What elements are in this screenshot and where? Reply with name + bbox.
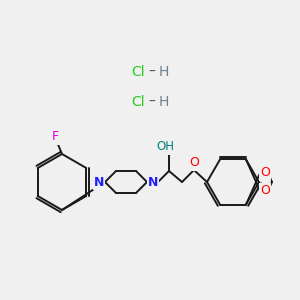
Text: Cl: Cl bbox=[131, 65, 145, 79]
Text: N: N bbox=[94, 176, 104, 188]
Text: F: F bbox=[51, 130, 58, 143]
Text: Cl: Cl bbox=[131, 95, 145, 109]
Text: OH: OH bbox=[156, 140, 174, 154]
Text: O: O bbox=[260, 184, 270, 197]
Text: –: – bbox=[148, 95, 155, 109]
Text: –: – bbox=[148, 65, 155, 79]
Text: O: O bbox=[260, 167, 270, 179]
Text: O: O bbox=[189, 157, 199, 169]
Text: H: H bbox=[159, 95, 169, 109]
Text: H: H bbox=[159, 65, 169, 79]
Text: N: N bbox=[148, 176, 158, 188]
